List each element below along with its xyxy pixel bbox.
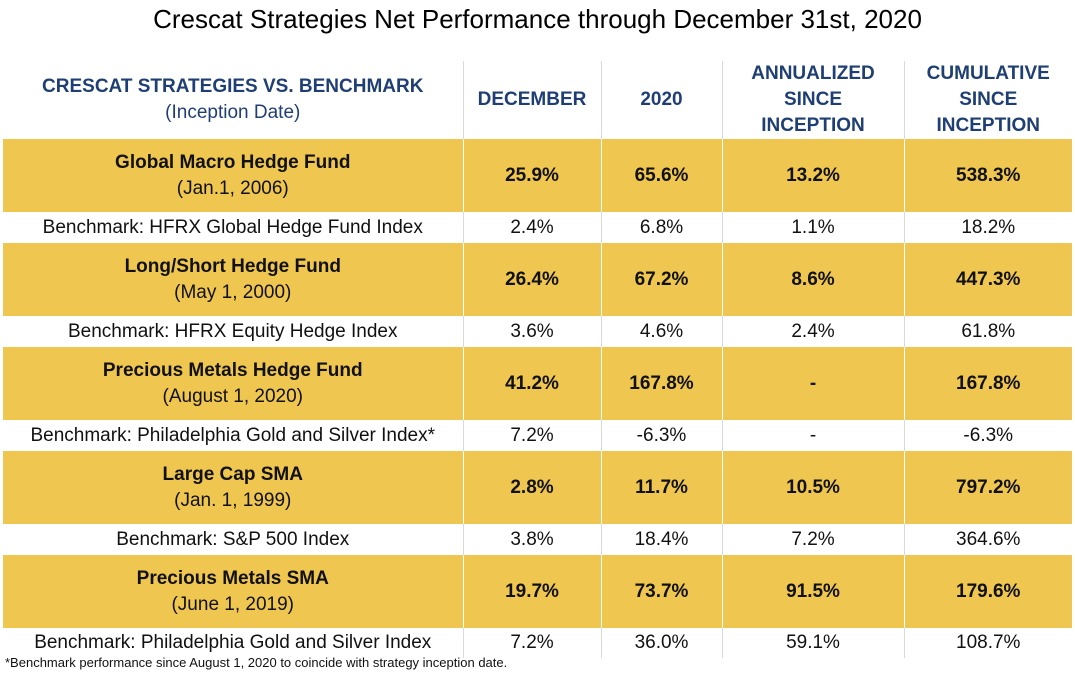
benchmark-cumulative-value: -6.3% <box>903 420 1072 451</box>
benchmark-annualized-value: 1.1% <box>721 212 904 243</box>
fund-annualized-value: 8.6% <box>721 243 904 316</box>
fund-row-large-cap-sma: Large Cap SMA (Jan. 1, 1999) 2.8% 11.7% … <box>3 451 1072 524</box>
header-cumulative-line1: CUMULATIVE <box>926 63 1050 84</box>
fund-december-value: 26.4% <box>462 243 601 316</box>
header-strategy-vs-benchmark: CRESCAT STRATEGIES VS. BENCHMARK (Incept… <box>3 61 463 139</box>
benchmark-cumulative-value: 18.2% <box>903 212 1072 243</box>
benchmark-december-value: 3.8% <box>462 524 601 555</box>
header-2020: 2020 <box>600 61 722 139</box>
header-annualized-line3: INCEPTION <box>761 115 865 136</box>
benchmark-row-phila-gold-silver: Benchmark: Philadelphia Gold and Silver … <box>3 628 1072 658</box>
fund-2020-value: 11.7% <box>600 451 722 524</box>
header-december: DECEMBER <box>462 61 601 139</box>
header-annualized-since-inception: ANNUALIZED SINCE INCEPTION <box>721 61 904 139</box>
benchmark-row-hfrx-equity: Benchmark: HFRX Equity Hedge Index 3.6% … <box>3 316 1072 347</box>
header-cumulative-since-inception: CUMULATIVE SINCE INCEPTION <box>903 61 1072 139</box>
benchmark-annualized-value: - <box>721 420 904 451</box>
benchmark-row-hfrx-global: Benchmark: HFRX Global Hedge Fund Index … <box>3 212 1072 243</box>
benchmark-2020-value: 36.0% <box>600 628 722 658</box>
fund-cumulative-value: 447.3% <box>903 243 1072 316</box>
fund-row-long-short: Long/Short Hedge Fund (May 1, 2000) 26.4… <box>3 243 1072 316</box>
benchmark-name: Benchmark: HFRX Global Hedge Fund Index <box>3 212 463 243</box>
benchmark-name: Benchmark: HFRX Equity Hedge Index <box>3 316 463 347</box>
fund-cumulative-value: 179.6% <box>903 555 1072 628</box>
benchmark-name: Benchmark: Philadelphia Gold and Silver … <box>3 628 463 658</box>
benchmark-december-value: 7.2% <box>462 420 601 451</box>
fund-2020-value: 67.2% <box>600 243 722 316</box>
header-annualized-line2: SINCE <box>783 89 843 110</box>
fund-2020-value: 65.6% <box>600 139 722 212</box>
fund-cumulative-value: 167.8% <box>903 347 1072 420</box>
benchmark-december-value: 7.2% <box>462 628 601 658</box>
fund-name-cell: Precious Metals Hedge Fund (August 1, 20… <box>3 347 463 420</box>
fund-cumulative-value: 797.2% <box>903 451 1072 524</box>
header-cumulative-line3: INCEPTION <box>936 115 1040 136</box>
benchmark-december-value: 3.6% <box>462 316 601 347</box>
benchmark-cumulative-value: 364.6% <box>903 524 1072 555</box>
footnote: *Benchmark performance since August 1, 2… <box>5 655 508 670</box>
header-strategy-title: CRESCAT STRATEGIES VS. BENCHMARK <box>42 76 424 97</box>
fund-annualized-value: 10.5% <box>721 451 904 524</box>
benchmark-name: Benchmark: S&P 500 Index <box>3 524 463 555</box>
benchmark-cumulative-value: 108.7% <box>903 628 1072 658</box>
benchmark-2020-value: 6.8% <box>600 212 722 243</box>
benchmark-2020-value: 18.4% <box>600 524 722 555</box>
fund-name: Global Macro Hedge Fund <box>115 151 351 173</box>
benchmark-annualized-value: 2.4% <box>721 316 904 347</box>
fund-december-value: 41.2% <box>462 347 601 420</box>
fund-inception-date: (August 1, 2020) <box>162 385 303 407</box>
fund-annualized-value: 91.5% <box>721 555 904 628</box>
benchmark-2020-value: 4.6% <box>600 316 722 347</box>
fund-name-cell: Precious Metals SMA (June 1, 2019) <box>3 555 463 628</box>
fund-name-cell: Global Macro Hedge Fund (Jan.1, 2006) <box>3 139 463 212</box>
fund-name-cell: Large Cap SMA (Jan. 1, 1999) <box>3 451 463 524</box>
fund-inception-date: (June 1, 2019) <box>171 593 295 615</box>
benchmark-2020-value: -6.3% <box>600 420 722 451</box>
page-title: Crescat Strategies Net Performance throu… <box>153 4 922 34</box>
benchmark-december-value: 2.4% <box>462 212 601 243</box>
fund-december-value: 19.7% <box>462 555 601 628</box>
benchmark-cumulative-value: 61.8% <box>903 316 1072 347</box>
benchmark-name: Benchmark: Philadelphia Gold and Silver … <box>3 420 463 451</box>
header-cumulative-line2: SINCE <box>959 89 1018 110</box>
table-header-row: CRESCAT STRATEGIES VS. BENCHMARK (Incept… <box>3 61 1072 139</box>
benchmark-annualized-value: 7.2% <box>721 524 904 555</box>
fund-inception-date: (May 1, 2000) <box>174 281 292 303</box>
header-annualized-line1: ANNUALIZED <box>751 63 875 84</box>
fund-cumulative-value: 538.3% <box>903 139 1072 212</box>
fund-name: Large Cap SMA <box>162 463 303 485</box>
header-inception-date-sub: (Inception Date) <box>165 102 301 123</box>
fund-row-precious-metals-hedge: Precious Metals Hedge Fund (August 1, 20… <box>3 347 1072 420</box>
performance-table: CRESCAT STRATEGIES VS. BENCHMARK (Incept… <box>3 61 1072 658</box>
fund-annualized-value: 13.2% <box>721 139 904 212</box>
fund-inception-date: (Jan. 1, 1999) <box>174 489 292 511</box>
fund-2020-value: 73.7% <box>600 555 722 628</box>
fund-inception-date: (Jan.1, 2006) <box>176 177 289 199</box>
fund-december-value: 2.8% <box>462 451 601 524</box>
benchmark-row-sp500: Benchmark: S&P 500 Index 3.8% 18.4% 7.2%… <box>3 524 1072 555</box>
fund-2020-value: 167.8% <box>600 347 722 420</box>
fund-row-precious-metals-sma: Precious Metals SMA (June 1, 2019) 19.7%… <box>3 555 1072 628</box>
fund-name: Long/Short Hedge Fund <box>124 255 341 277</box>
benchmark-row-phila-gold-silver-star: Benchmark: Philadelphia Gold and Silver … <box>3 420 1072 451</box>
fund-annualized-value: - <box>721 347 904 420</box>
fund-name-cell: Long/Short Hedge Fund (May 1, 2000) <box>3 243 463 316</box>
benchmark-annualized-value: 59.1% <box>721 628 904 658</box>
fund-name: Precious Metals SMA <box>136 567 329 589</box>
fund-december-value: 25.9% <box>462 139 601 212</box>
fund-name: Precious Metals Hedge Fund <box>102 359 363 381</box>
fund-row-global-macro: Global Macro Hedge Fund (Jan.1, 2006) 25… <box>3 139 1072 212</box>
